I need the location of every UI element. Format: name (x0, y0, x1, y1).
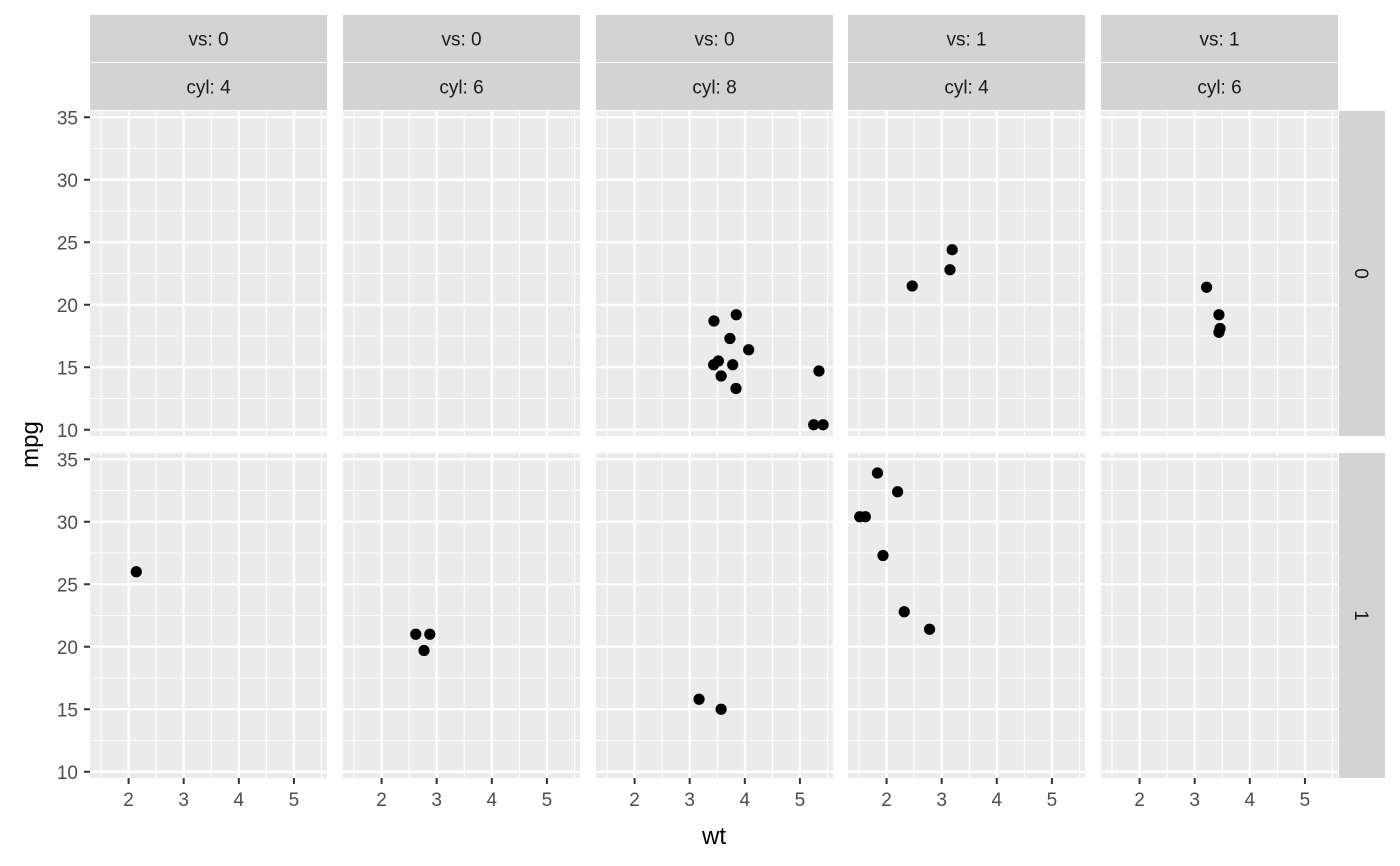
strip-bottom-bg (90, 63, 327, 110)
strip-label-cyl: cyl: 6 (1197, 78, 1241, 99)
x-axis-title: wt (701, 823, 726, 850)
row-strip-label: 1 (1350, 610, 1371, 621)
data-point (817, 419, 829, 431)
strip-label-vs: vs: 0 (188, 30, 228, 51)
data-point (727, 359, 739, 371)
x-tick-label: 5 (289, 790, 300, 811)
data-point (944, 264, 956, 276)
data-point (730, 382, 742, 395)
y-tick-label: 25 (57, 575, 78, 596)
data-point (871, 467, 884, 479)
data-point (892, 486, 904, 498)
data-point (923, 623, 936, 635)
y-tick-label: 30 (57, 171, 78, 192)
x-tick-label: 4 (234, 790, 245, 811)
data-point (693, 693, 705, 705)
strip-bottom-bg (848, 63, 1085, 110)
data-point (813, 365, 825, 377)
strip-label-vs: vs: 1 (946, 30, 986, 51)
x-tick-label: 2 (376, 790, 387, 811)
data-point (730, 309, 742, 321)
strip-top-bg (343, 15, 580, 62)
data-point (1213, 309, 1225, 321)
y-tick-label: 30 (57, 513, 78, 534)
x-tick-label: 2 (1134, 790, 1145, 811)
strip-label-cyl: cyl: 4 (944, 78, 989, 99)
strip-label-vs: vs: 0 (694, 30, 734, 51)
strip-bottom-bg (343, 63, 580, 110)
strip-bottom-bg (596, 63, 833, 110)
row-strip-label: 0 (1350, 268, 1371, 279)
strip-top-bg (596, 15, 833, 62)
data-point (715, 703, 727, 715)
strip-label-cyl: cyl: 6 (439, 78, 483, 99)
data-point (743, 344, 755, 356)
y-tick-label: 20 (57, 638, 78, 659)
data-point (715, 370, 727, 382)
data-point (808, 419, 820, 431)
y-tick-label: 20 (57, 296, 78, 317)
x-tick-label: 4 (1245, 790, 1256, 811)
y-tick-label: 35 (57, 450, 78, 471)
data-point (724, 332, 736, 345)
y-tick-label: 15 (57, 700, 78, 721)
x-tick-label: 5 (795, 790, 806, 811)
y-tick-label: 10 (57, 421, 78, 442)
strip-label-vs: vs: 0 (441, 30, 481, 51)
row-strip-bg (1339, 111, 1385, 436)
x-tick-label: 2 (629, 790, 640, 811)
x-tick-label: 4 (487, 790, 498, 811)
x-tick-label: 3 (1189, 790, 1200, 811)
strip-top-bg (1101, 15, 1338, 62)
strip-label-cyl: cyl: 4 (186, 78, 231, 99)
x-tick-label: 5 (542, 790, 553, 811)
data-point (898, 606, 910, 618)
x-tick-label: 4 (992, 790, 1003, 811)
strip-top-bg (848, 15, 1085, 62)
strip-top-bg (90, 15, 327, 62)
x-tick-label: 3 (936, 790, 947, 811)
data-point (708, 315, 720, 327)
x-tick-label: 3 (684, 790, 695, 811)
x-tick-label: 2 (881, 790, 892, 811)
strip-bottom-bg (1101, 63, 1338, 110)
data-point (906, 280, 918, 292)
data-point (854, 511, 866, 523)
y-tick-label: 25 (57, 233, 78, 254)
data-point (424, 628, 436, 640)
data-point (130, 566, 142, 578)
row-strip-bg (1339, 453, 1385, 778)
data-point (1200, 281, 1213, 293)
y-tick-label: 15 (57, 358, 78, 379)
y-tick-label: 35 (57, 108, 78, 129)
x-tick-label: 3 (431, 790, 442, 811)
x-tick-label: 5 (1300, 790, 1311, 811)
strip-label-cyl: cyl: 8 (692, 78, 736, 99)
x-tick-label: 5 (1047, 790, 1058, 811)
data-point (708, 359, 720, 371)
x-tick-label: 2 (123, 790, 134, 811)
data-point (877, 549, 889, 562)
x-tick-label: 3 (178, 790, 189, 811)
x-tick-label: 4 (740, 790, 751, 811)
data-point (946, 244, 958, 256)
data-point (1213, 326, 1225, 338)
y-axis-title: mpg (17, 421, 44, 468)
data-point (418, 644, 430, 657)
data-point (410, 628, 422, 640)
y-tick-label: 10 (57, 763, 78, 784)
strip-label-vs: vs: 1 (1199, 30, 1239, 51)
